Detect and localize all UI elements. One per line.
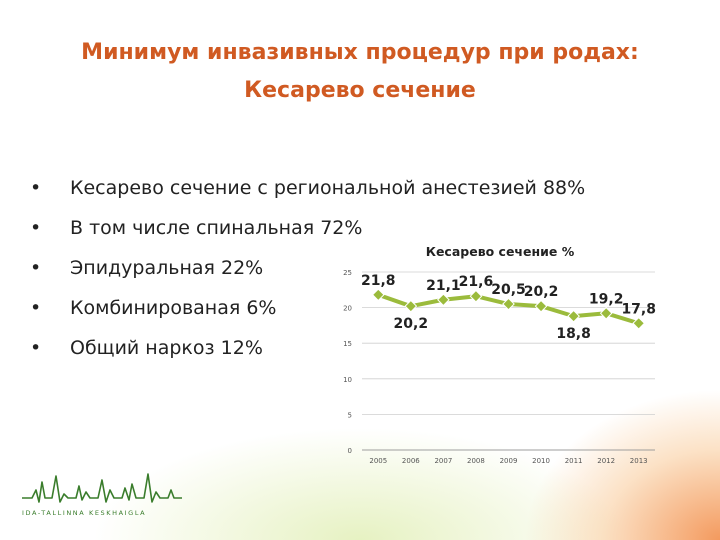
data-point [404, 299, 418, 313]
bullet-dot: • [30, 217, 42, 239]
data-label: 20,2 [524, 284, 559, 300]
data-label: 21,6 [459, 274, 494, 290]
data-point [469, 289, 483, 303]
bullet-text: Комбинированая 6% [70, 297, 277, 319]
slide-title: Минимум инвазивных процедур при родах: К… [30, 34, 690, 110]
bullet-dot: • [30, 297, 42, 319]
y-tick-label: 20 [343, 305, 352, 313]
data-label: 17,8 [621, 301, 656, 317]
bullet-item: • Общий наркоз 12% [30, 330, 585, 370]
bullet-text: В том числе спинальная 72% [70, 217, 363, 239]
data-point [437, 293, 450, 307]
y-tick-label: 10 [343, 376, 352, 384]
data-point [534, 299, 548, 313]
heartbeat-logo-icon [22, 473, 182, 503]
bullet-dot: • [30, 257, 42, 279]
data-label: 19,2 [589, 291, 624, 307]
slide-title-line-2: Кесарево сечение [244, 78, 476, 103]
x-tick-label: 2006 [402, 457, 420, 465]
bullet-dot: • [30, 337, 42, 359]
bullet-text: Эпидуральная 22% [70, 257, 264, 279]
chart-title: Кесарево сечение % [426, 244, 575, 259]
bullet-item: • В том числе спинальная 72% [30, 210, 585, 250]
data-label: 20,2 [394, 316, 429, 332]
data-point [599, 306, 613, 320]
y-tick-label: 15 [343, 340, 352, 348]
slide-title-line-1: Минимум инвазивных процедур при родах: [81, 40, 639, 65]
data-point [567, 309, 580, 323]
cesarean-line-chart: Кесарево сечение % 0 5 10 15 20 25 2005 2006 2007… [330, 236, 660, 472]
data-label: 18,8 [556, 326, 591, 342]
data-point [502, 297, 515, 311]
bullet-item: • Эпидуральная 22% [30, 250, 585, 290]
x-tick-label: 2009 [500, 457, 518, 465]
hospital-logo: IDA-TALLINNA KESKHAIGLA [22, 472, 182, 524]
x-tick-label: 2012 [597, 457, 615, 465]
x-tick-label: 2011 [565, 457, 583, 465]
chart-svg: Кесарево сечение % 0 5 10 15 20 25 2005 2006 2007… [343, 244, 656, 465]
bullet-item: • Кесарево сечение с региональной анестез… [30, 170, 585, 210]
data-label: 20,5 [491, 282, 526, 298]
data-label: 21,8 [361, 273, 396, 289]
x-tick-label: 2010 [532, 457, 550, 465]
y-tick-label: 25 [343, 269, 352, 277]
y-tick-label: 5 [348, 411, 352, 419]
data-label: 21,1 [426, 278, 461, 294]
x-tick-label: 2005 [369, 457, 387, 465]
y-tick-label: 0 [348, 447, 352, 455]
bullet-text: Общий наркоз 12% [70, 337, 263, 359]
x-tick-label: 2007 [434, 457, 452, 465]
data-point [632, 316, 646, 330]
bullet-dot: • [30, 177, 42, 199]
data-point [371, 288, 385, 302]
bullet-item: • Комбинированая 6% [30, 290, 585, 330]
x-tick-label: 2013 [630, 457, 648, 465]
bullet-list: • Кесарево сечение с региональной анестез… [30, 170, 585, 370]
bullet-text: Кесарево сечение с региональной анестези… [70, 177, 586, 199]
x-tick-label: 2008 [467, 457, 485, 465]
logo-text: IDA-TALLINNA KESKHAIGLA [22, 509, 147, 517]
